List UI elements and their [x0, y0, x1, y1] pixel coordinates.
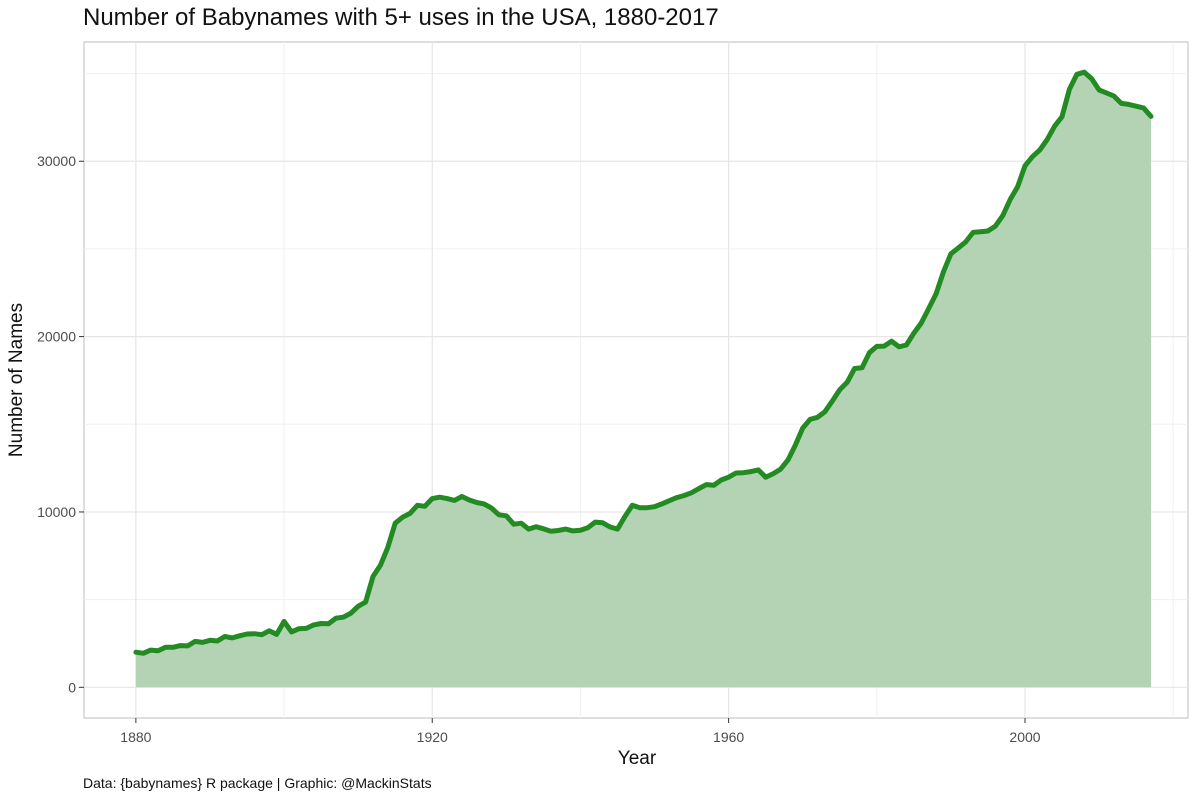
x-axis: 1880 1920 1960 2000	[120, 718, 1041, 745]
x-axis-title: Year	[618, 748, 657, 769]
y-tick-label: 10000	[37, 504, 76, 520]
y-tick-label: 0	[68, 679, 76, 695]
area-fill	[135, 72, 1151, 688]
chart-title: Number of Babynames with 5+ uses in the …	[83, 4, 719, 31]
x-tick-label: 2000	[1009, 729, 1040, 745]
series-line	[133, 69, 1154, 656]
y-axis-title: Number of Names	[6, 303, 27, 457]
y-tick-label: 20000	[37, 329, 76, 345]
y-tick-label: 30000	[37, 153, 76, 169]
caption: Data: {babynames} R package | Graphic: @…	[83, 775, 432, 791]
y-axis: 0 10000 20000 30000	[37, 153, 84, 695]
x-tick-label: 1880	[120, 729, 151, 745]
x-tick-label: 1960	[713, 729, 744, 745]
x-tick-label: 1920	[417, 729, 448, 745]
